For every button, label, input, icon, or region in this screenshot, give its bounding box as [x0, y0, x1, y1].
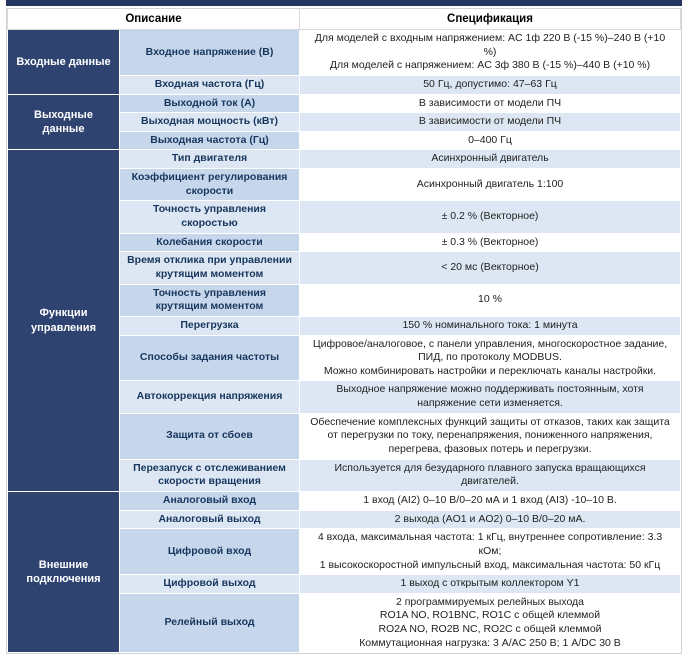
spec-speed-control-accuracy: ± 0.2 % (Векторное) — [299, 200, 681, 234]
group-label-output-data: Выходные данные — [7, 93, 120, 151]
param-torque-control-accuracy: Точность управления крутящим моментом — [119, 283, 300, 317]
spec-output-power: В зависимости от модели ПЧ — [299, 112, 681, 132]
table-row: Цифровой выход 1 выход с открытым коллек… — [8, 574, 681, 594]
table-row: Выходные данные Выходной ток (А) В завис… — [7, 93, 681, 151]
spec-analog-output: 2 выхода (AO1 и AO2) 0–10 В/0–20 мА. — [299, 509, 681, 530]
spec-fault-protection: Обеспечение комплексных функций защиты о… — [299, 412, 681, 460]
param-speed-control-accuracy: Точность управления скоростью — [119, 200, 300, 234]
table-row: Колебания скорости ± 0.3 % (Векторное) — [8, 232, 681, 253]
param-input-frequency: Входная частота (Гц) — [119, 74, 300, 95]
table-row: Коэффициент регулирования скорости Асинх… — [8, 168, 681, 202]
param-output-current: Выходной ток (А) — [119, 93, 300, 114]
param-digital-output: Цифровой выход — [119, 574, 300, 594]
param-analog-input: Аналоговый вход — [119, 490, 300, 511]
table-row: Точность управления скоростью ± 0.2 % (В… — [8, 200, 681, 234]
table-row: Аналоговый выход 2 выхода (AO1 и AO2) 0–… — [8, 509, 681, 530]
spec-torque-response-time: < 20 мс (Векторное) — [299, 251, 681, 285]
table-row: Выходная мощность (кВт) В зависимости от… — [8, 112, 681, 132]
spec-digital-input: 4 входа, максимальная частота: 1 кГц, вн… — [299, 528, 681, 576]
param-motor-type: Тип двигателя — [119, 149, 300, 170]
param-speed-fluctuation: Колебания скорости — [119, 232, 300, 253]
table-row: Точность управления крутящим моментом 10… — [8, 283, 681, 317]
spec-output-frequency: 0–400 Гц — [299, 130, 681, 151]
param-overload: Перегрузка — [119, 315, 300, 336]
table-row: Релейный выход 2 программируемых релейны… — [8, 592, 681, 654]
group-label-external-connections: Внешние подключения — [7, 490, 120, 654]
param-fault-protection: Защита от сбоев — [119, 412, 300, 460]
table-row: Внешние подключения Аналоговый вход 1 вх… — [7, 490, 681, 654]
table-row: Функции управления Тип двигателя Асинхро… — [7, 149, 681, 492]
spec-frequency-setting-methods: Цифровое/аналоговое, с панели управления… — [299, 334, 681, 382]
group-label-input-data: Входные данные — [7, 29, 120, 95]
table-row: Перегрузка 150 % номинального тока: 1 ми… — [8, 315, 681, 336]
table-row: Защита от сбоев Обеспечение комплексных … — [8, 412, 681, 460]
spec-speed-regulation-ratio: Асинхронный двигатель 1:100 — [299, 168, 681, 202]
param-output-frequency: Выходная частота (Гц) — [119, 130, 300, 151]
spec-input-voltage: Для моделей с входным напряжением: AC 1ф… — [299, 29, 681, 76]
spec-output-current: В зависимости от модели ПЧ — [299, 93, 681, 114]
param-speed-tracking-restart: Перезапуск с отслеживанием скорости вращ… — [119, 458, 300, 492]
table-row: Автокоррекция напряжения Выходное напряж… — [8, 380, 681, 414]
spec-torque-control-accuracy: 10 % — [299, 283, 681, 317]
table-row: Цифровой вход 4 входа, максимальная част… — [8, 528, 681, 576]
group-label-control-functions: Функции управления — [7, 149, 120, 492]
param-input-voltage: Входное напряжение (В) — [119, 29, 300, 76]
header-specification: Спецификация — [299, 9, 681, 30]
spec-input-frequency: 50 Гц, допустимо: 47–63 Гц — [299, 74, 681, 95]
param-digital-input: Цифровой вход — [119, 528, 300, 576]
spec-table-wrapper: Описание Спецификация Входные данные Вхо… — [6, 8, 682, 654]
param-torque-response-time: Время отклика при управлении крутящим мо… — [119, 251, 300, 285]
spec-overload: 150 % номинального тока: 1 минута — [299, 315, 681, 336]
spec-analog-input: 1 вход (AI2) 0–10 В/0–20 мА и 1 вход (AI… — [299, 490, 681, 511]
spec-digital-output: 1 выход с открытым коллектором Y1 — [299, 574, 681, 594]
param-output-power: Выходная мощность (кВт) — [119, 112, 300, 132]
table-row: Перезапуск с отслеживанием скорости вращ… — [8, 458, 681, 492]
table-row: Время отклика при управлении крутящим мо… — [8, 251, 681, 285]
spec-voltage-auto-correction: Выходное напряжение можно поддерживать п… — [299, 380, 681, 414]
param-analog-output: Аналоговый выход — [119, 509, 300, 530]
table-row: Выходная частота (Гц) 0–400 Гц — [8, 130, 681, 151]
spec-speed-fluctuation: ± 0.3 % (Векторное) — [299, 232, 681, 253]
param-relay-output: Релейный выход — [119, 592, 300, 654]
spec-table: Описание Спецификация Входные данные Вхо… — [7, 9, 681, 654]
table-row: Входная частота (Гц) 50 Гц, допустимо: 4… — [8, 74, 681, 95]
param-frequency-setting-methods: Способы задания частоты — [119, 334, 300, 382]
top-accent-bar — [6, 0, 682, 6]
param-voltage-auto-correction: Автокоррекция напряжения — [119, 380, 300, 414]
header-description: Описание — [7, 9, 300, 30]
header-row: Описание Спецификация — [7, 9, 681, 30]
param-speed-regulation-ratio: Коэффициент регулирования скорости — [119, 168, 300, 202]
table-row: Входные данные Входное напряжение (В) Дл… — [7, 29, 681, 95]
spec-speed-tracking-restart: Используется для безударного плавного за… — [299, 458, 681, 492]
spec-motor-type: Асинхронный двигатель — [299, 149, 681, 170]
table-row: Способы задания частоты Цифровое/аналого… — [8, 334, 681, 382]
